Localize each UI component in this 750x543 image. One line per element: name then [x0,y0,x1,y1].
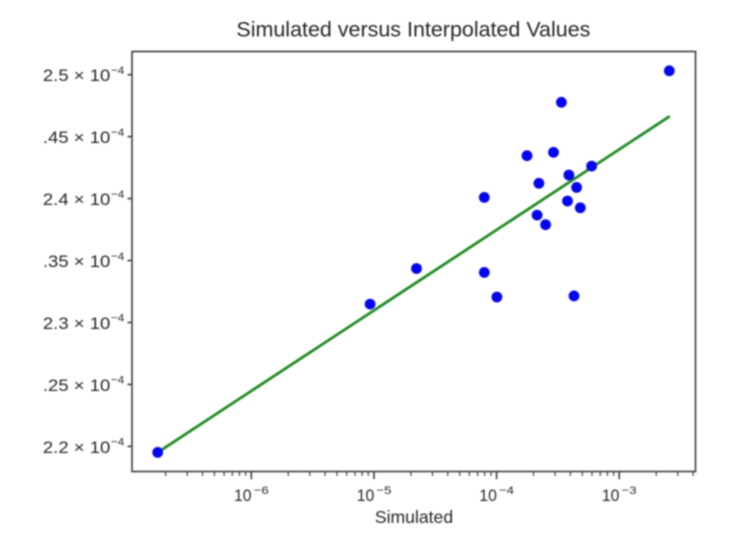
svg-text:10: 10 [234,486,252,505]
svg-text:2.4 × 10: 2.4 × 10 [43,190,110,209]
svg-text:−4: −4 [111,313,124,325]
svg-text:−4: −4 [111,437,124,449]
svg-text:10: 10 [357,486,375,505]
svg-text:−6: −6 [254,485,269,497]
svg-text:−4: −4 [111,251,124,263]
svg-text:.35 × 10: .35 × 10 [43,252,110,271]
svg-text:2.5 × 10: 2.5 × 10 [43,66,110,85]
svg-text:−4: −4 [499,485,514,497]
svg-text:−3: −3 [622,485,637,497]
svg-text:.45 × 10: .45 × 10 [43,128,110,147]
svg-text:−4: −4 [111,65,124,77]
svg-text:−4: −4 [111,127,124,139]
svg-text:.25 × 10: .25 × 10 [43,376,110,395]
svg-text:Simulated: Simulated [375,507,453,527]
svg-text:10: 10 [602,486,620,505]
svg-text:10: 10 [479,486,497,505]
svg-text:2.2 × 10: 2.2 × 10 [43,438,110,457]
svg-text:−4: −4 [111,375,124,387]
svg-text:−5: −5 [376,485,391,497]
svg-text:Simulated versus Interpolated: Simulated versus Interpolated Values [236,17,590,41]
svg-text:2.3 × 10: 2.3 × 10 [43,314,110,333]
svg-text:−4: −4 [111,189,124,201]
